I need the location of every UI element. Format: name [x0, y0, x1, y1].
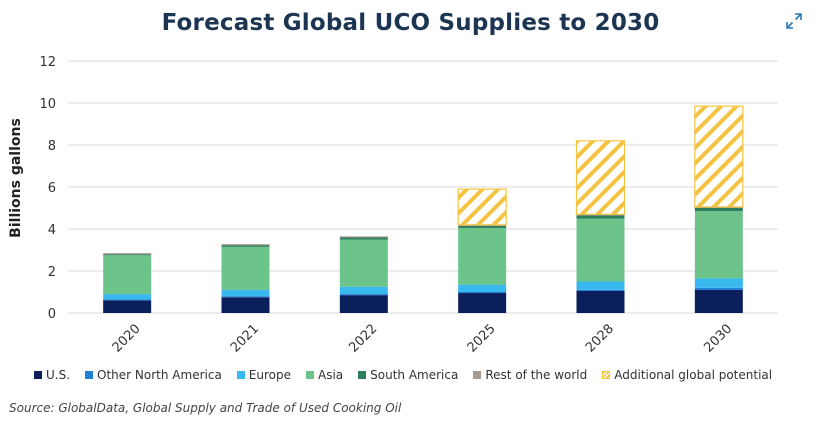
bar-south-america-2028 — [576, 215, 625, 219]
y-tick-label: 10 — [39, 97, 56, 112]
source-note: Source: GlobalData, Global Supply and Tr… — [9, 401, 402, 415]
legend-item-u-s: U.S. — [34, 368, 70, 382]
bar-other-north-america-2020 — [103, 299, 152, 301]
x-tick-label: 2028 — [583, 322, 617, 356]
x-tick-label: 2022 — [346, 322, 380, 356]
bar-asia-2030 — [694, 211, 743, 279]
legend-label: Additional global potential — [614, 368, 773, 382]
bar-south-america-2025 — [458, 225, 507, 228]
bar-other-north-america-2022 — [339, 294, 388, 296]
bar-other-north-america-2030 — [694, 287, 743, 290]
bar-asia-2020 — [103, 255, 152, 295]
bar-asia-2025 — [458, 227, 507, 285]
bar-other-north-america-2025 — [458, 292, 507, 294]
expand-icon[interactable] — [784, 11, 804, 31]
legend-swatch — [602, 371, 611, 379]
x-tick-label: 2025 — [465, 322, 499, 356]
bar-u-s-2020 — [103, 300, 152, 313]
bar-asia-2021 — [221, 246, 270, 290]
bar-u-s-2021 — [221, 297, 270, 313]
y-tick-label: 6 — [48, 181, 56, 196]
x-tick-label: 2020 — [110, 322, 144, 356]
bar-u-s-2022 — [339, 295, 388, 313]
legend-label: South America — [370, 368, 459, 382]
legend-item-europe: Europe — [236, 368, 291, 382]
bar-additional-global-potential-2028 — [575, 140, 626, 215]
x-tick-label: 2021 — [228, 322, 262, 356]
legend-label: Europe — [248, 368, 291, 382]
bar-europe-2020 — [103, 294, 152, 300]
bar-rest-of-the-world-2020 — [103, 253, 152, 255]
legend-item-asia: Asia — [306, 368, 343, 382]
bar-south-america-2020 — [103, 254, 152, 256]
chart-legend: U.S. Other North America Europe Asia South A… — [34, 367, 787, 383]
legend-item-additional-global-potential: Additional global potential — [602, 368, 772, 382]
bar-europe-2022 — [339, 286, 388, 295]
bar-south-america-2022 — [339, 237, 388, 240]
y-tick-label: 4 — [48, 223, 56, 238]
legend-swatch — [358, 371, 367, 379]
bar-u-s-2030 — [694, 289, 743, 313]
bar-additional-global-potential-2030 — [694, 105, 744, 208]
legend-swatch — [473, 371, 482, 379]
legend-label: Rest of the world — [485, 368, 588, 382]
y-tick-label: 12 — [39, 55, 56, 70]
legend-label: Other North America — [97, 368, 222, 382]
y-tick-label: 8 — [48, 139, 56, 154]
legend-item-other-north-america: Other North America — [85, 368, 222, 382]
legend-label: Asia — [318, 368, 344, 382]
legend-swatch — [236, 371, 245, 379]
bar-asia-2022 — [339, 239, 388, 287]
y-axis-label: Billions gallons — [8, 118, 24, 238]
bar-europe-2030 — [694, 278, 743, 288]
bar-rest-of-the-world-2021 — [221, 244, 270, 246]
legend-swatch — [34, 371, 42, 379]
legend-item-south-america: South America — [358, 368, 458, 382]
x-tick-label: 2030 — [701, 322, 735, 356]
y-tick-label: 0 — [48, 307, 56, 322]
bar-additional-global-potential-2025 — [457, 188, 507, 226]
bar-other-north-america-2021 — [221, 296, 270, 298]
bar-asia-2028 — [576, 218, 625, 282]
bar-other-north-america-2028 — [576, 289, 625, 291]
bar-europe-2028 — [576, 281, 625, 290]
bar-europe-2025 — [458, 284, 507, 292]
legend-swatch — [306, 371, 314, 379]
chart-title: Forecast Global UCO Supplies to 2030 — [161, 10, 660, 36]
bar-u-s-2025 — [458, 293, 507, 313]
bar-u-s-2028 — [576, 290, 625, 313]
legend-swatch — [85, 371, 94, 379]
legend-item-rest-of-the-world: Rest of the world — [473, 368, 587, 382]
legend-label: U.S. — [46, 368, 71, 382]
bar-europe-2021 — [221, 289, 270, 297]
bar-south-america-2021 — [221, 245, 270, 247]
bar-south-america-2030 — [694, 208, 743, 212]
y-tick-label: 2 — [48, 265, 56, 280]
bar-rest-of-the-world-2022 — [339, 236, 388, 238]
